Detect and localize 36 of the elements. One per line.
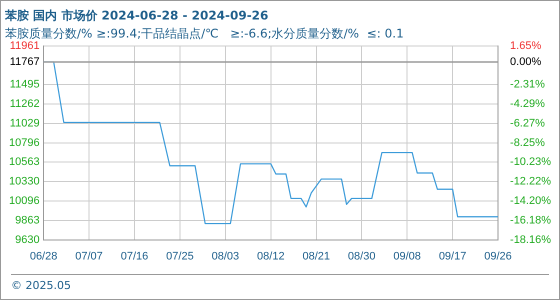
chart-title: 苯胺 国内 市场价 2024-06-28 - 2024-09-26 bbox=[4, 8, 268, 22]
y2-tick-label: -18.16% bbox=[510, 234, 552, 246]
y-tick-label: 11495 bbox=[10, 78, 40, 91]
y2-tick-label: -4.29% bbox=[510, 98, 546, 110]
y2-tick-label: -16.18% bbox=[510, 214, 552, 226]
chart-subtitle: 苯胺质量分数/% ≥:99.4;干品结晶点/℃ ≥:-6.6;水分质量分数/% ≤: 0.1 bbox=[5, 26, 404, 41]
y2-tick-label: -14.20% bbox=[510, 195, 552, 208]
y-tick-label: 9630 bbox=[15, 234, 40, 246]
x-tick-label: 08/30 bbox=[348, 250, 376, 262]
x-tick-label: 07/25 bbox=[166, 250, 194, 262]
x-tick-label: 08/12 bbox=[257, 250, 285, 262]
x-tick-label: 08/21 bbox=[302, 250, 330, 262]
x-tick-label: 09/08 bbox=[393, 250, 421, 262]
x-tick-label: 09/26 bbox=[484, 250, 512, 262]
y-tick-label: 10796 bbox=[8, 136, 40, 149]
y-tick-label: 11262 bbox=[10, 98, 40, 110]
x-tick-label: 07/07 bbox=[75, 250, 103, 262]
y2-tick-label: -8.25% bbox=[510, 136, 546, 149]
y2-tick-label: -2.31% bbox=[510, 78, 546, 91]
y2-tick-label: -12.22% bbox=[510, 176, 552, 188]
x-tick-label: 08/03 bbox=[212, 250, 240, 262]
y2-tick-label: -6.27% bbox=[510, 117, 546, 130]
text: © 2025.05 bbox=[11, 274, 549, 292]
y-tick-label: 10563 bbox=[8, 156, 40, 168]
y2-tick-label: 1.65% bbox=[510, 40, 542, 52]
y2-tick-label: 0.00% bbox=[510, 56, 542, 68]
y-tick-label: 11961 bbox=[10, 40, 40, 52]
y-tick-label: 10096 bbox=[8, 195, 40, 208]
x-tick-label: 09/17 bbox=[438, 250, 466, 262]
x-tick-label: 06/28 bbox=[30, 250, 58, 262]
y-tick-label: 10330 bbox=[8, 176, 40, 188]
x-tick-label: 07/16 bbox=[120, 250, 148, 262]
y-tick-label: 9863 bbox=[15, 214, 40, 226]
y-tick-label: 11029 bbox=[10, 117, 40, 130]
y2-tick-label: -10.23% bbox=[510, 156, 552, 168]
y-tick-label: 11767 bbox=[10, 56, 40, 68]
